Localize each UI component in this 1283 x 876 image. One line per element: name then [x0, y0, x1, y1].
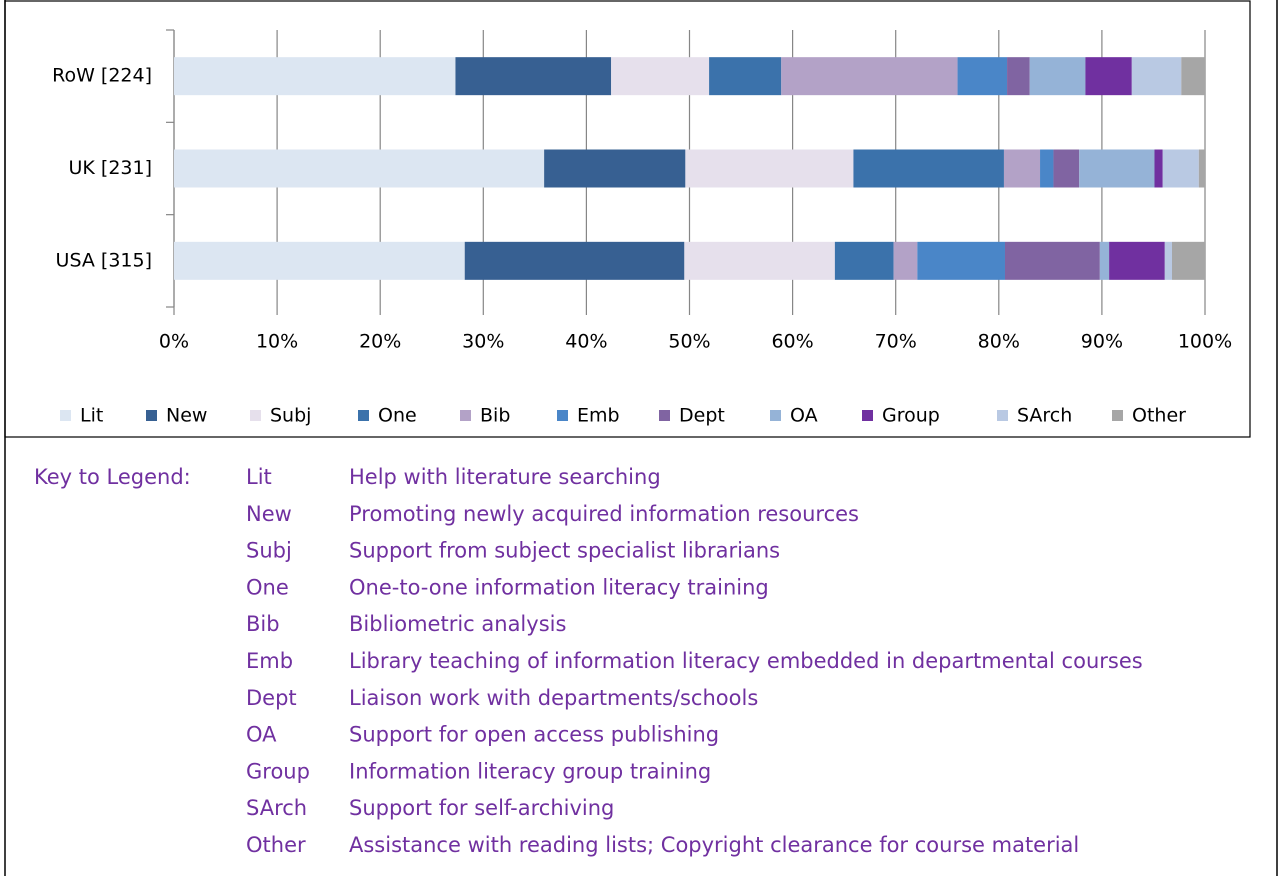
legend-swatch: [997, 410, 1008, 421]
key-description: Library teaching of information literacy…: [349, 649, 1143, 673]
key-code: Lit: [246, 465, 272, 489]
bar-segment: [957, 57, 1008, 96]
key-title: Key to Legend:: [34, 465, 191, 489]
legend-label: Group: [882, 405, 940, 427]
page-frame: [4, 0, 1278, 876]
legend-swatch: [250, 410, 261, 421]
legend-label: Bib: [480, 405, 510, 427]
x-tick-label: 70%: [875, 331, 917, 353]
legend-swatch: [659, 410, 670, 421]
legend-label: Subj: [270, 405, 311, 427]
legend-label: OA: [790, 405, 818, 427]
x-tick-label: 100%: [1178, 331, 1232, 353]
bar-segment: [1162, 149, 1199, 188]
bar-segment: [174, 149, 545, 188]
bar-segment: [455, 57, 612, 96]
bar-segment: [709, 57, 782, 96]
bar-segment: [834, 241, 894, 280]
key-description: One-to-one information literacy training: [349, 575, 769, 599]
key-description: Bibliometric analysis: [349, 612, 566, 636]
key: Key to Legend: Lit Help with literature s…: [34, 465, 1143, 857]
bar-segment: [1007, 57, 1030, 96]
key-code: Emb: [246, 649, 293, 673]
legend-label: New: [166, 405, 207, 427]
key-code: Dept: [246, 686, 297, 710]
y-tick-label: USA [315]: [56, 249, 152, 271]
legend-label: SArch: [1017, 405, 1072, 427]
x-tick-label: 40%: [565, 331, 607, 353]
bar-segment: [1198, 149, 1205, 188]
x-tick-label: 50%: [668, 331, 710, 353]
legend-swatch: [358, 410, 369, 421]
legend-label: Other: [1132, 405, 1186, 427]
x-tick-label: 10%: [256, 331, 298, 353]
bar-segment: [893, 241, 918, 280]
bar-segment: [174, 57, 456, 96]
legend-swatch: [770, 410, 781, 421]
bar-segment: [1079, 149, 1155, 188]
bar-segment: [1003, 149, 1041, 188]
x-tick-label: 0%: [159, 331, 189, 353]
key-code: Group: [246, 759, 310, 783]
x-tick-label: 30%: [462, 331, 504, 353]
key-code: New: [246, 502, 292, 526]
key-description: Assistance with reading lists; Copyright…: [349, 833, 1079, 857]
bar-segment: [611, 57, 710, 96]
legend-swatch: [557, 410, 568, 421]
bar-segment: [1085, 57, 1132, 96]
x-tick-label: 90%: [1081, 331, 1123, 353]
bar-segment: [1181, 57, 1205, 96]
bar-segment: [544, 149, 686, 188]
key-code: SArch: [246, 796, 307, 820]
key-description: Information literacy group training: [349, 759, 711, 783]
key-description: Promoting newly acquired information res…: [349, 502, 859, 526]
legend-swatch: [862, 410, 873, 421]
bar-segment: [1131, 57, 1182, 96]
bar-segment: [1099, 241, 1110, 280]
x-tick-label: 80%: [978, 331, 1020, 353]
legend-label: Emb: [577, 405, 620, 427]
key-description: Liaison work with departments/schools: [349, 686, 758, 710]
legend-swatch: [146, 410, 157, 421]
legend-label: Lit: [80, 405, 103, 427]
bar-segment: [1053, 149, 1080, 188]
bar-segment: [853, 149, 1004, 188]
legend-swatch: [60, 410, 71, 421]
y-tick-label: UK [231]: [69, 157, 153, 179]
bar-segment: [1040, 149, 1054, 188]
bar-segment: [684, 241, 835, 280]
bar-segment: [1172, 241, 1205, 280]
bar-segment: [1004, 241, 1100, 280]
y-tick-label: RoW [224]: [52, 65, 152, 87]
chart-frame: [4, 0, 1251, 438]
key-description: Support for open access publishing: [349, 723, 719, 747]
key-code: Subj: [246, 539, 292, 563]
key-code: One: [246, 575, 289, 599]
bar-segment: [917, 241, 1005, 280]
bar-segment: [1164, 241, 1173, 280]
legend-label: One: [378, 405, 417, 427]
key-description: Support for self-archiving: [349, 796, 614, 820]
bar-segment: [1029, 57, 1086, 96]
legend-swatch: [1112, 410, 1123, 421]
key-code: Other: [246, 833, 306, 857]
bar-segment: [1109, 241, 1165, 280]
key-description: Support from subject specialist libraria…: [349, 539, 780, 563]
bar-segment: [685, 149, 854, 188]
bar-segment: [174, 241, 465, 280]
bar-segment: [781, 57, 958, 96]
key-code: Bib: [246, 612, 280, 636]
legend-label: Dept: [679, 405, 725, 427]
bar-segment: [464, 241, 685, 280]
legend-swatch: [460, 410, 471, 421]
bar-segment: [1154, 149, 1163, 188]
key-description: Help with literature searching: [349, 465, 661, 489]
key-code: OA: [246, 723, 277, 747]
x-tick-label: 20%: [359, 331, 401, 353]
x-tick-label: 60%: [771, 331, 813, 353]
